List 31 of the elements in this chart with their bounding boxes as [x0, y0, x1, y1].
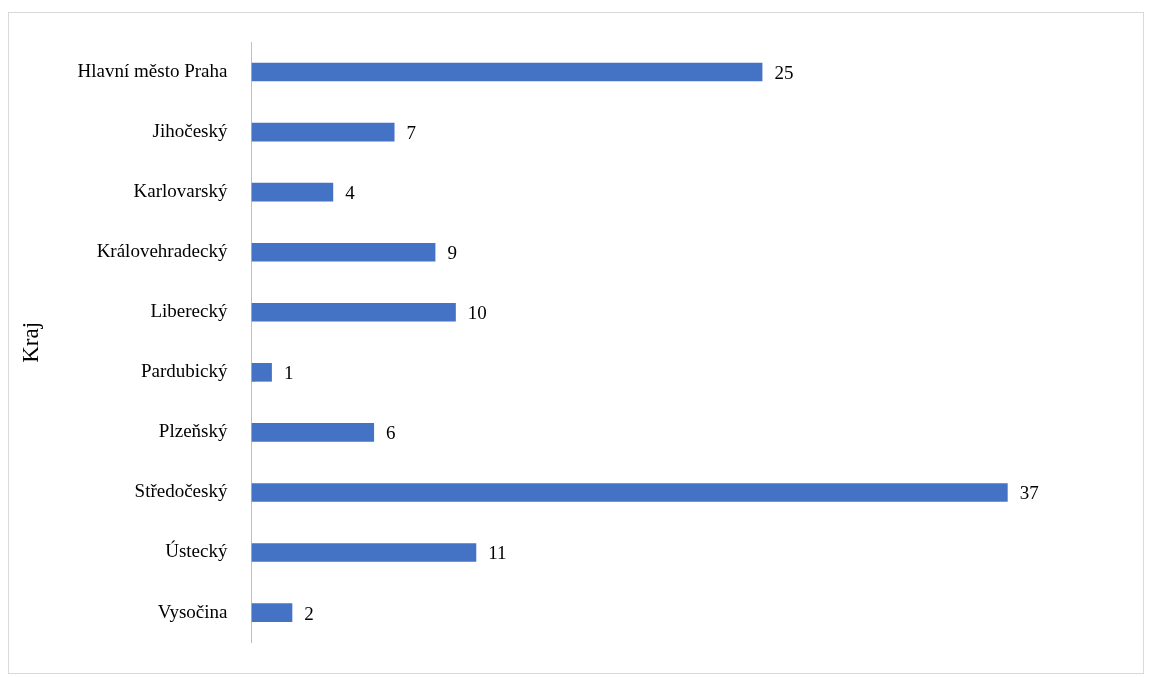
bar: [251, 302, 456, 322]
bar: [251, 242, 436, 262]
data-label: 7: [406, 122, 417, 144]
data-label: 9: [447, 242, 457, 264]
y-tick-label: Královehradecký: [96, 240, 228, 262]
y-tick-label: Hlavní město Praha: [77, 60, 229, 82]
y-tick-label: Plzeňský: [158, 420, 228, 442]
bar: [251, 182, 334, 202]
y-axis-title: Kraj: [17, 321, 43, 363]
data-label: 25: [774, 62, 794, 84]
y-tick-label: Karlovarský: [133, 180, 228, 202]
bar: [251, 62, 763, 82]
y-tick-label: Ústecký: [165, 540, 228, 562]
data-label: 37: [1019, 482, 1039, 504]
data-label: 4: [345, 182, 356, 204]
data-label: 1: [283, 362, 294, 384]
y-tick-label: Vysočina: [157, 600, 229, 622]
y-tick-label: Liberecký: [150, 300, 228, 322]
y-tick-label: Pardubický: [140, 360, 228, 382]
data-label: 2: [304, 602, 314, 624]
bar: [251, 603, 293, 622]
bar: [251, 483, 1008, 502]
data-label: 6: [386, 422, 396, 444]
data-label: 11: [488, 542, 507, 564]
bar: [251, 122, 395, 142]
data-label: 10: [467, 302, 487, 324]
bar: [251, 423, 375, 442]
y-tick-label: Středočeský: [134, 480, 228, 502]
bar: [251, 363, 272, 382]
y-tick-label: Jihočeský: [152, 120, 228, 142]
bar: [251, 543, 477, 562]
